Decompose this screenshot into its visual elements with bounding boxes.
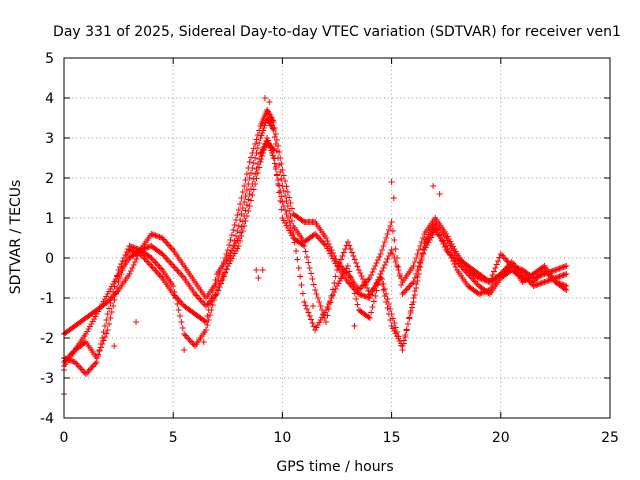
- series-track-c: [61, 139, 570, 369]
- x-axis-label: GPS time / hours: [276, 459, 393, 475]
- y-tick-label: 5: [45, 51, 54, 67]
- x-tick-label: 20: [492, 430, 510, 446]
- y-tick-label: -1: [40, 291, 54, 307]
- plot-frame: [63, 57, 611, 419]
- axis-ticks: [63, 57, 611, 419]
- tick-labels: 0 5 10 15 20 25 -4 -3 -2 -1 0 1 2 3 4 5: [40, 51, 619, 446]
- y-tick-label: 3: [45, 131, 54, 147]
- series-track-d: [61, 135, 570, 377]
- y-tick-label: 1: [45, 211, 54, 227]
- y-tick-label: -4: [40, 411, 54, 427]
- y-tick-label: -3: [40, 371, 54, 387]
- grid: [64, 58, 610, 418]
- chart-title: Day 331 of 2025, Sidereal Day-to-day VTE…: [53, 24, 621, 40]
- y-tick-label: 2: [45, 171, 54, 187]
- y-tick-label: 0: [45, 251, 54, 267]
- x-tick-label: 15: [383, 430, 401, 446]
- x-tick-label: 10: [273, 430, 291, 446]
- x-tick-label: 25: [601, 430, 619, 446]
- series-track-b: [61, 107, 570, 337]
- y-axis-label: SDTVAR / TECUs: [8, 180, 24, 295]
- data-points: [61, 95, 570, 397]
- x-tick-label: 5: [169, 430, 178, 446]
- y-tick-label: 4: [45, 91, 54, 107]
- x-tick-label: 0: [60, 430, 69, 446]
- y-tick-label: -2: [40, 331, 54, 347]
